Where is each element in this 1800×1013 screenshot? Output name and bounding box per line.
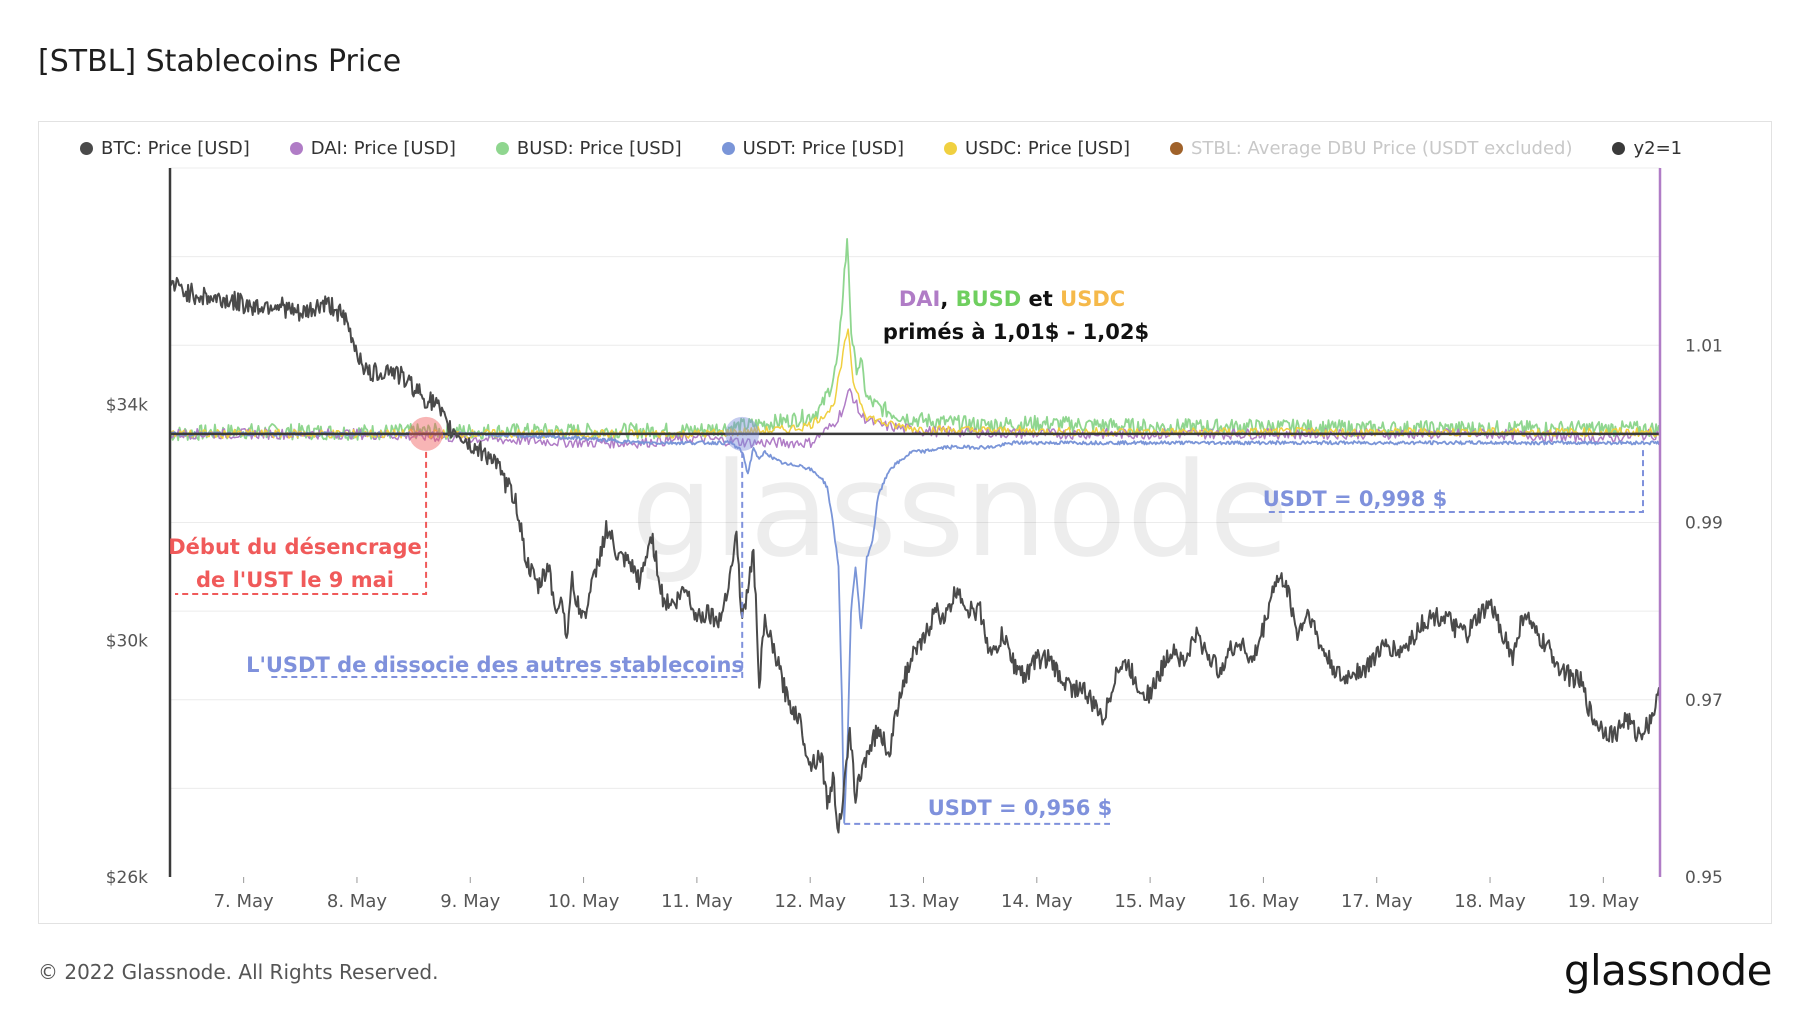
right-axis-tick-label: 0.95 bbox=[1685, 868, 1723, 888]
x-axis-tick-label: 18. May bbox=[1454, 891, 1526, 912]
x-axis-tick-label: 8. May bbox=[327, 891, 387, 912]
copyright-footer: © 2022 Glassnode. All Rights Reserved. bbox=[38, 960, 439, 984]
x-axis-tick-label: 15. May bbox=[1114, 891, 1186, 912]
legend-item[interactable]: STBL: Average DBU Price (USDT excluded) bbox=[1169, 138, 1573, 159]
legend: BTC: Price [USD] DAI: Price [USD] BUSD: Pr… bbox=[80, 138, 1682, 159]
legend-item[interactable]: BUSD: Price [USD] bbox=[495, 138, 682, 159]
usdt-recover-dashed-connector bbox=[1268, 450, 1644, 513]
depeg-annotation-line1: Début du désencrage bbox=[168, 535, 422, 559]
legend-label: BTC: Price [USD] bbox=[101, 138, 250, 159]
right-axis-tick-label: 0.97 bbox=[1685, 691, 1723, 711]
right-axis-tick-label: 1.01 bbox=[1685, 336, 1723, 356]
legend-dot-icon bbox=[1612, 142, 1626, 155]
glassnode-logo: glassnode bbox=[1563, 946, 1773, 995]
legend-label: y2=1 bbox=[1633, 138, 1683, 159]
legend-label: USDT: Price [USD] bbox=[742, 138, 905, 159]
x-axis-tick-label: 19. May bbox=[1568, 891, 1640, 912]
premium-annotation-line1: DAI, BUSD et USDC bbox=[899, 287, 1125, 311]
btc-series-line bbox=[169, 276, 1661, 834]
premium-usdc-label: USDC bbox=[1060, 287, 1125, 311]
legend-dot-icon bbox=[289, 142, 303, 155]
legend-label: DAI: Price [USD] bbox=[310, 138, 456, 159]
x-axis-tick-label: 13. May bbox=[888, 891, 960, 912]
x-axis-tick-label: 11. May bbox=[661, 891, 733, 912]
left-axis-tick-label: $34k bbox=[106, 395, 148, 415]
premium-busd-label: BUSD bbox=[956, 287, 1022, 311]
premium-conjunction: et bbox=[1021, 287, 1060, 311]
page-title: [STBL] Stablecoins Price bbox=[38, 44, 402, 79]
x-axis-tick-label: 14. May bbox=[1001, 891, 1073, 912]
premium-annotation-line2: primés à 1,01$ - 1,02$ bbox=[883, 320, 1149, 344]
legend-dot-icon bbox=[80, 142, 93, 155]
x-axis-tick-label: 9. May bbox=[440, 891, 500, 912]
left-axis-tick-label: $30k bbox=[106, 632, 148, 652]
legend-item[interactable]: USDC: Price [USD] bbox=[944, 138, 1130, 159]
right-axis-tick-label: 0.99 bbox=[1685, 514, 1723, 534]
legend-label: BUSD: Price [USD] bbox=[516, 138, 682, 159]
premium-separator: , bbox=[940, 287, 955, 311]
x-axis-tick-label: 17. May bbox=[1341, 891, 1413, 912]
legend-dot-icon bbox=[1169, 142, 1183, 155]
legend-dot-icon bbox=[944, 142, 958, 155]
depeg-dashed-connector bbox=[175, 451, 428, 595]
legend-label: USDC: Price [USD] bbox=[965, 138, 1130, 159]
watermark: glassnode bbox=[631, 434, 1289, 586]
depeg-marker-icon bbox=[409, 416, 444, 451]
chart-panel bbox=[38, 121, 1772, 924]
legend-item[interactable]: DAI: Price [USD] bbox=[289, 138, 456, 159]
legend-item[interactable]: USDT: Price [USD] bbox=[721, 138, 905, 159]
x-axis-tick-label: 12. May bbox=[774, 891, 846, 912]
x-axis-tick-label: 7. May bbox=[214, 891, 274, 912]
legend-label: STBL: Average DBU Price (USDT excluded) bbox=[1190, 138, 1573, 159]
x-axis-tick-label: 10. May bbox=[548, 891, 620, 912]
usdt-dissociate-marker-icon bbox=[725, 416, 760, 451]
legend-dot-icon bbox=[721, 142, 735, 155]
legend-item[interactable]: BTC: Price [USD] bbox=[80, 138, 250, 159]
left-axis-tick-label: $26k bbox=[106, 868, 148, 888]
axes: $26k $30k $34k 0.95 0.97 0.99 1.01 7. May 8. May… bbox=[106, 168, 1723, 912]
annotations: Début du désencrage de l'UST le 9 mai L'US… bbox=[168, 287, 1644, 825]
legend-item[interactable]: y2=1 bbox=[1612, 138, 1682, 159]
x-axis-tick-label: 16. May bbox=[1228, 891, 1300, 912]
legend-dot-icon bbox=[495, 142, 509, 155]
usdt-low-annotation: USDT = 0,956 $ bbox=[928, 796, 1113, 820]
series-group bbox=[169, 238, 1661, 834]
depeg-annotation-line2: de l'UST le 9 mai bbox=[196, 568, 394, 592]
premium-dai-label: DAI bbox=[899, 287, 941, 311]
usdt-dissociate-annotation: L'USDT de dissocie des autres stablecoin… bbox=[246, 653, 744, 677]
usdt-dissociate-dashed-connector bbox=[270, 451, 744, 678]
usdt-recover-annotation: USDT = 0,998 $ bbox=[1263, 487, 1448, 511]
